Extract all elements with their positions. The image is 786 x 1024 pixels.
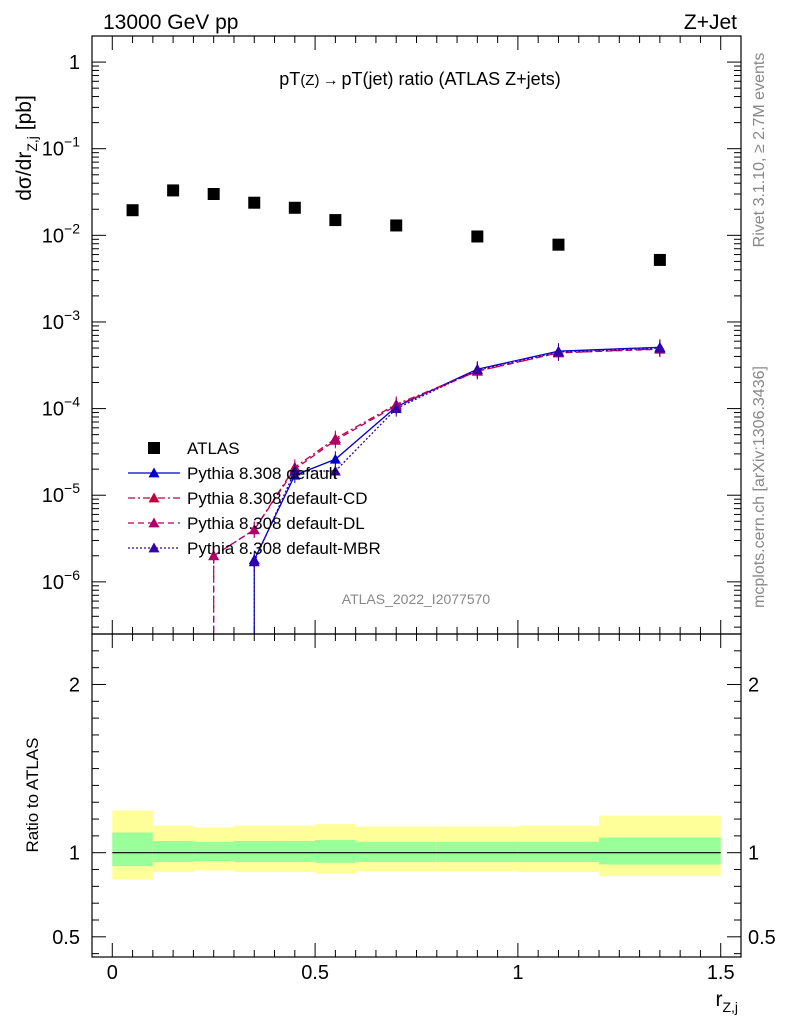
ratio-xtick-label: 0.5 xyxy=(301,962,329,984)
ratio-band-inner xyxy=(315,840,356,863)
legend-marker-2 xyxy=(148,492,160,503)
ratio-ytick-label-right: 2 xyxy=(748,674,759,696)
ratio-xtick-label: 0 xyxy=(107,962,118,984)
ratio-axis-ticks xyxy=(92,634,741,957)
series-marker-4 xyxy=(248,556,260,567)
header-left: 13000 GeV pp xyxy=(103,11,238,34)
main-ytick-label: 10−3 xyxy=(42,307,80,334)
legend-marker-3 xyxy=(148,517,160,528)
ratio-ytick-label-left: 0.5 xyxy=(52,927,80,949)
atlas-data-point xyxy=(552,238,565,251)
ratio-band-inner xyxy=(599,837,721,865)
ratio-band-inner xyxy=(152,840,194,862)
legend-marker-4 xyxy=(148,542,160,553)
legend-label-3: Pythia 8.308 default-DL xyxy=(187,514,365,533)
main-axis-ticks xyxy=(92,35,741,634)
ratio-band-inner xyxy=(193,841,234,862)
main-ytick-label: 10−2 xyxy=(42,220,80,247)
legend-label-2: Pythia 8.308 default-CD xyxy=(187,489,368,508)
ratio-bands xyxy=(112,810,721,880)
ratio-xlabel: rZ,j xyxy=(715,988,738,1015)
atlas-data-point xyxy=(653,253,666,266)
atlas-data-point xyxy=(248,196,261,209)
legend-marker-atlas xyxy=(148,442,160,454)
main-ytick-label: 10−6 xyxy=(42,567,80,594)
ratio-plot: Ratio to ATLAS 0.5 0.5 1 1 2 2 0 0.5 1 1.5 rZ,j xyxy=(23,633,776,1015)
series-marker-4 xyxy=(390,403,402,413)
main-ylabel: dσ/drZ,j [pb] xyxy=(13,95,40,201)
series-marker-1 xyxy=(329,453,341,464)
analysis-watermark: ATLAS_2022_I2077570 xyxy=(342,591,491,607)
main-ytick-label: 10−1 xyxy=(42,134,80,161)
series-marker-4 xyxy=(471,364,483,375)
ratio-band-inner xyxy=(436,841,518,862)
main-ytick-labels: 1 10−1 10−2 10−3 10−4 10−5 10−6 xyxy=(42,52,80,594)
ratio-band-inner xyxy=(112,832,153,867)
ratio-ytick-label-left: 1 xyxy=(69,843,80,865)
ratio-xtick-labels: 0 0.5 1 1.5 xyxy=(107,962,735,984)
atlas-data-point xyxy=(390,219,403,232)
series-marker-3 xyxy=(248,524,260,535)
ratio-band-inner xyxy=(233,840,275,862)
series-marker-4 xyxy=(552,346,564,357)
series-marker-4 xyxy=(329,465,341,476)
main-ytick-label: 10−4 xyxy=(42,394,80,421)
ratio-frame xyxy=(91,633,742,958)
series-marker-4 xyxy=(289,465,301,476)
legend-marker-1 xyxy=(148,467,160,478)
legend-label-0: ATLAS xyxy=(187,439,240,458)
ratio-ytick-label-left: 2 xyxy=(69,674,80,696)
legend-label-1: Pythia 8.308 default xyxy=(187,464,338,483)
main-ytick-label: 10−5 xyxy=(42,480,80,507)
atlas-data-point xyxy=(471,230,484,243)
plot-title: pT(Z) → pT(jet) ratio (ATLAS Z+jets) xyxy=(279,69,560,89)
atlas-data-point xyxy=(288,201,301,214)
main-plot: pT(Z) → pT(jet) ratio (ATLAS Z+jets) ATLAS… xyxy=(13,35,742,635)
atlas-data-point xyxy=(207,188,220,201)
main-ytick-label: 1 xyxy=(69,52,80,74)
atlas-data-point xyxy=(126,204,139,217)
series-marker-3 xyxy=(208,550,220,561)
ratio-xtick-label: 1 xyxy=(512,962,523,984)
series-marker-4 xyxy=(654,342,666,353)
ratio-ylabel: Ratio to ATLAS xyxy=(23,738,42,853)
legend: ATLAS Pythia 8.308 default Pythia 8.308 de… xyxy=(128,439,381,558)
mcplots-label: mcplots.cern.ch [arXiv:1306.3436] xyxy=(751,366,768,608)
ratio-ytick-labels: 0.5 0.5 1 1 2 2 xyxy=(52,674,776,948)
rivet-label: Rivet 3.1.10, ≥ 2.7M events xyxy=(751,53,768,248)
series-marker-3 xyxy=(329,434,341,445)
ratio-band-inner xyxy=(274,840,316,862)
atlas-data-point xyxy=(167,184,180,197)
ratio-ytick-label-right: 1 xyxy=(748,843,759,865)
main-series-layer xyxy=(126,184,666,634)
atlas-data-point xyxy=(329,214,342,227)
legend-label-4: Pythia 8.308 default-MBR xyxy=(187,539,381,558)
header-right: Z+Jet xyxy=(684,11,737,34)
ratio-band-inner xyxy=(517,841,600,862)
series-line-3 xyxy=(213,348,660,557)
ratio-xtick-label: 1.5 xyxy=(707,962,735,984)
ratio-band-inner xyxy=(355,841,437,862)
ratio-ytick-label-right: 0.5 xyxy=(748,927,776,949)
